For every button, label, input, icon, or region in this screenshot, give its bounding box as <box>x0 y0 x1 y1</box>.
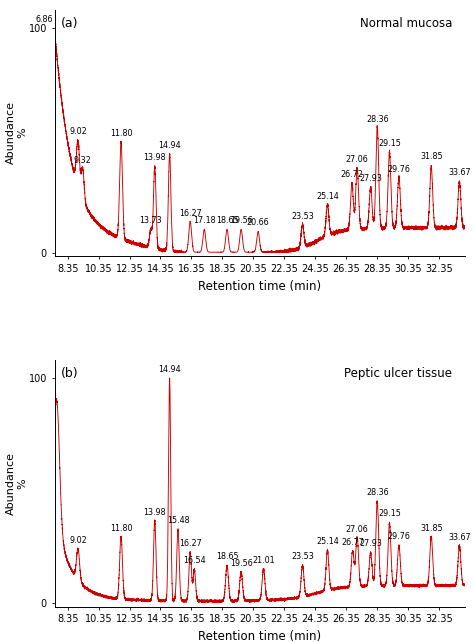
Text: 23.53: 23.53 <box>291 552 314 561</box>
Text: 27.93: 27.93 <box>359 173 382 182</box>
Text: 29.76: 29.76 <box>387 165 410 174</box>
X-axis label: Retention time (min): Retention time (min) <box>198 279 321 293</box>
Y-axis label: Abundance
%: Abundance % <box>6 452 27 515</box>
Text: 15.48: 15.48 <box>167 516 189 525</box>
Text: 13.98: 13.98 <box>144 153 166 162</box>
Text: 31.85: 31.85 <box>420 524 443 533</box>
Text: 9.02: 9.02 <box>69 536 87 545</box>
Text: (b): (b) <box>61 367 78 380</box>
Text: 27.06: 27.06 <box>346 525 368 534</box>
Text: 33.67: 33.67 <box>448 533 471 542</box>
Text: 31.85: 31.85 <box>420 152 443 161</box>
Text: 16.27: 16.27 <box>179 209 201 218</box>
Text: 11.80: 11.80 <box>110 129 132 138</box>
Text: 16.54: 16.54 <box>183 556 206 565</box>
Text: 9.32: 9.32 <box>74 155 91 164</box>
Text: 18.65: 18.65 <box>216 552 238 561</box>
Text: Normal mucosa: Normal mucosa <box>360 17 452 30</box>
Text: 27.06: 27.06 <box>346 155 368 164</box>
Text: 26.77: 26.77 <box>341 538 364 547</box>
Text: 9.02: 9.02 <box>69 127 87 136</box>
Text: 11.80: 11.80 <box>110 524 132 533</box>
Text: 27.93: 27.93 <box>359 539 382 548</box>
Text: 29.15: 29.15 <box>378 139 401 148</box>
Y-axis label: Abundance
%: Abundance % <box>6 101 27 164</box>
Text: 19.56: 19.56 <box>230 216 253 225</box>
Text: 29.76: 29.76 <box>387 532 410 541</box>
Text: 14.94: 14.94 <box>158 365 181 374</box>
Text: Peptic ulcer tissue: Peptic ulcer tissue <box>344 367 452 380</box>
Text: 13.98: 13.98 <box>144 508 166 517</box>
Text: 13.73: 13.73 <box>139 216 162 225</box>
Text: 18.65: 18.65 <box>216 216 238 225</box>
Text: 16.27: 16.27 <box>179 539 201 548</box>
Text: 21.01: 21.01 <box>252 556 275 565</box>
Text: (a): (a) <box>61 17 78 30</box>
X-axis label: Retention time (min): Retention time (min) <box>198 630 321 642</box>
Text: 23.53: 23.53 <box>291 212 314 221</box>
Text: 19.56: 19.56 <box>230 559 253 568</box>
Text: 14.94: 14.94 <box>158 141 181 150</box>
Text: 33.67: 33.67 <box>448 168 471 177</box>
Text: 26.72: 26.72 <box>340 170 363 179</box>
Text: 25.14: 25.14 <box>316 192 339 201</box>
Text: 29.15: 29.15 <box>378 509 401 518</box>
Text: 25.14: 25.14 <box>316 537 339 546</box>
Text: 20.66: 20.66 <box>247 218 269 227</box>
Text: 28.36: 28.36 <box>366 488 389 497</box>
Text: 17.18: 17.18 <box>193 216 216 225</box>
Text: 6.86: 6.86 <box>36 15 54 24</box>
Text: 28.36: 28.36 <box>366 115 389 124</box>
